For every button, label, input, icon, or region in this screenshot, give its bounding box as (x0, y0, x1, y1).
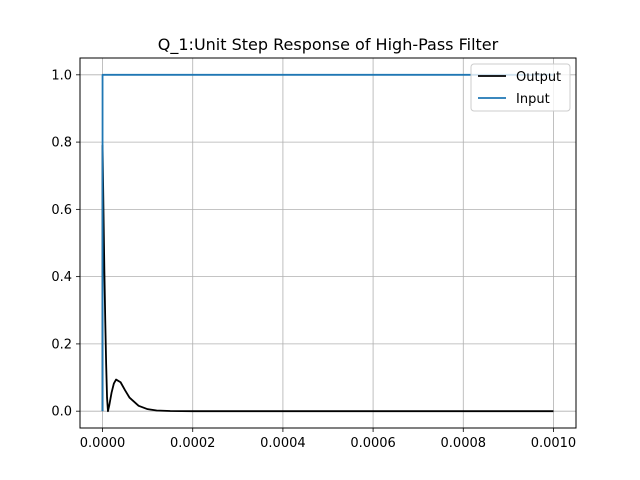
x-tick-label: 0.0010 (531, 436, 577, 451)
grid (80, 58, 576, 428)
chart-title: Q_1:Unit Step Response of High-Pass Filt… (158, 35, 499, 55)
y-tick-label: 0.0 (51, 405, 72, 420)
series-layer (101, 73, 554, 413)
y-axis: 0.0 0.2 0.4 0.6 0.8 1.0 (51, 68, 80, 420)
y-tick-label: 0.8 (51, 136, 72, 151)
x-tick-label: 0.0002 (170, 436, 216, 451)
x-tick-label: 0.0004 (260, 436, 306, 451)
x-tick-label: 0.0008 (441, 436, 487, 451)
x-axis: 0.0000 0.0002 0.0004 0.0006 0.0008 0.0010 (80, 428, 576, 451)
x-tick-label: 0.0000 (80, 436, 126, 451)
y-tick-label: 0.2 (51, 337, 72, 352)
legend-label: Output (516, 70, 561, 85)
series-line-output (101, 144, 554, 413)
plot-area-frame (79, 57, 577, 429)
x-tick-label: 0.0006 (350, 436, 396, 451)
series-line-input (101, 73, 554, 412)
y-tick-label: 0.4 (51, 270, 72, 285)
y-tick-label: 1.0 (51, 68, 72, 83)
y-tick-label: 0.6 (51, 203, 72, 218)
legend-label: Input (516, 92, 550, 107)
legend: Output Input (470, 63, 571, 112)
